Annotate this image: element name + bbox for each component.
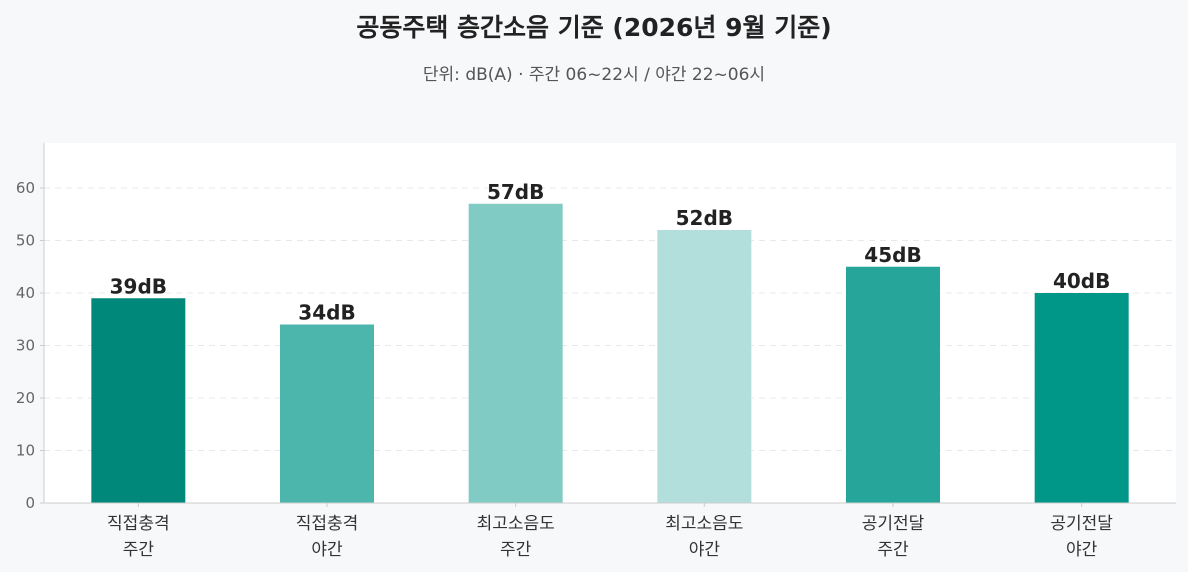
x-tick-label: 직접충격: [296, 514, 359, 534]
data-label: 52dB: [676, 206, 733, 230]
x-tick-label: 공기전달: [862, 514, 925, 534]
x-tick-label: 주간: [877, 540, 909, 560]
x-tick-label: 직접충격: [107, 514, 170, 534]
bar: [91, 298, 186, 503]
x-tick-label: 야간: [1066, 540, 1098, 560]
x-tick-label: 최고소음도: [665, 514, 743, 534]
x-tick-label: 야간: [689, 540, 721, 560]
x-tick-label: 주간: [500, 540, 532, 560]
bars: [91, 203, 1129, 503]
bar: [468, 203, 563, 503]
x-tick-label: 공기전달: [1050, 514, 1113, 534]
y-tick-label: 50: [16, 232, 35, 250]
y-tick-label: 60: [16, 179, 35, 197]
data-label: 39dB: [110, 274, 167, 298]
y-tick-label: 30: [16, 337, 35, 355]
bar: [1034, 293, 1129, 503]
chart-subtitle: 단위: dB(A) · 주간 06~22시 / 야간 22~06시: [422, 65, 766, 85]
data-label: 40dB: [1053, 269, 1110, 293]
plot-area: [44, 143, 1176, 503]
x-tick-label: 주간: [123, 540, 155, 560]
y-tick-label: 10: [16, 442, 35, 460]
x-tick-label: 야간: [311, 540, 343, 560]
y-tick-label: 20: [16, 389, 35, 407]
chart-title: 공동주택 층간소음 기준 (2026년 9월 기준): [356, 13, 832, 42]
y-tick-label: 40: [16, 284, 35, 302]
y-tick-label: 0: [25, 494, 35, 512]
data-label: 57dB: [487, 180, 544, 204]
data-label: 45dB: [864, 243, 921, 267]
bar: [280, 324, 374, 503]
bar: [657, 230, 752, 503]
data-label: 34dB: [298, 301, 355, 325]
grid: [40, 187, 1176, 507]
x-tick-label: 최고소음도: [477, 514, 555, 534]
bar: [846, 266, 940, 503]
